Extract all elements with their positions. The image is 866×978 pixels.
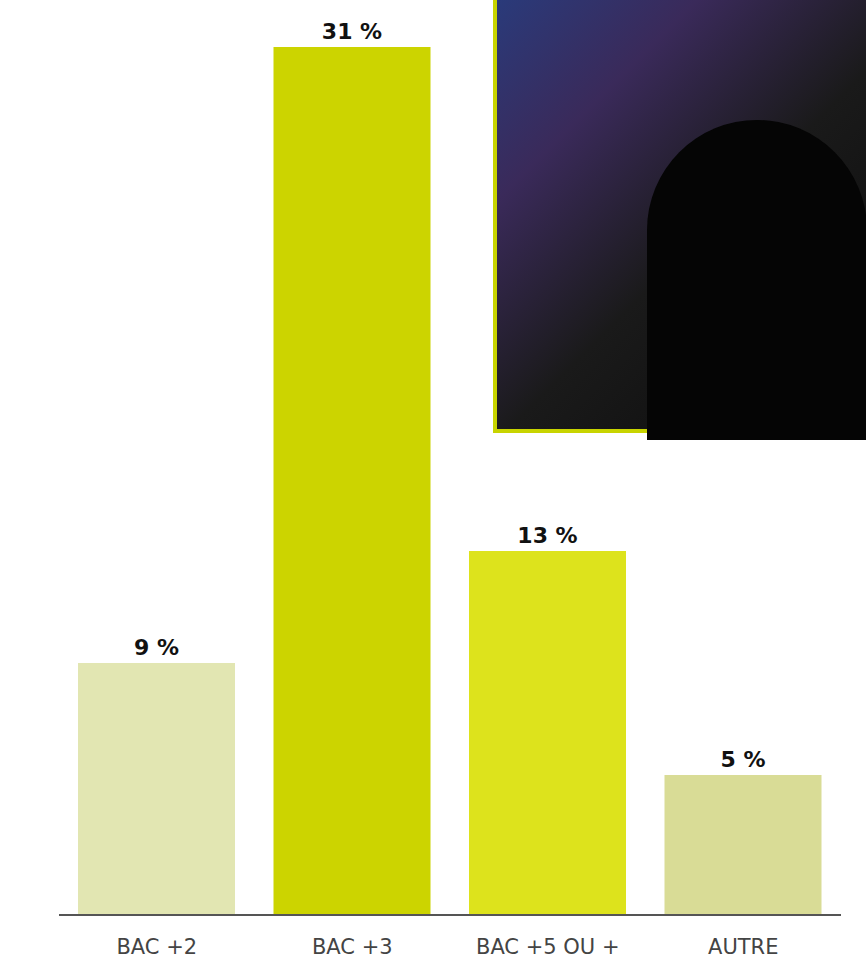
svg-text:13 %: 13 % — [517, 523, 577, 548]
svg-text:BAC +3: BAC +3 — [312, 935, 393, 959]
svg-text:31 %: 31 % — [322, 19, 382, 44]
svg-text:5 %: 5 % — [720, 747, 765, 772]
svg-text:BAC +5 OU +: BAC +5 OU + — [476, 935, 620, 959]
svg-text:BAC +2: BAC +2 — [116, 935, 197, 959]
svg-text:9 %: 9 % — [134, 635, 179, 660]
svg-text:AUTRE: AUTRE — [708, 935, 778, 959]
